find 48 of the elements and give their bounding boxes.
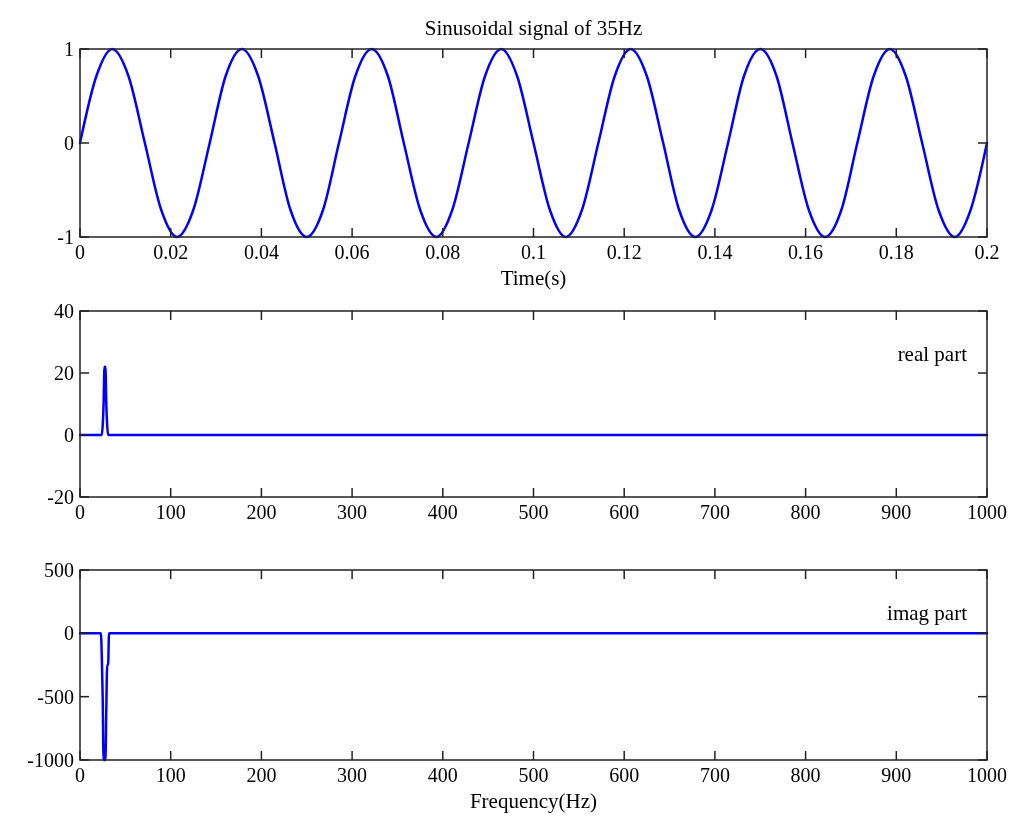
y-tick-label: 0	[64, 132, 74, 154]
x-tick-label: 0.16	[788, 241, 824, 263]
x-tick-label: 700	[699, 501, 730, 523]
x-tick-label: 300	[337, 764, 368, 786]
y-tick-label: 40	[54, 300, 74, 322]
y-tick-label: -20	[47, 486, 74, 508]
x-tick-label: 700	[699, 764, 730, 786]
x-tick-label: 0.2	[974, 241, 1000, 263]
x-tick-label: 0.14	[697, 241, 733, 263]
annotation: real part	[897, 342, 968, 366]
x-tick-label: 900	[881, 764, 912, 786]
annotation: imag part	[887, 601, 968, 625]
x-tick-label: 0.12	[606, 241, 642, 263]
x-tick-label: 0.08	[425, 241, 461, 263]
x-axis-title: Frequency(Hz)	[469, 789, 598, 813]
x-tick-label: 1000	[967, 501, 1007, 523]
y-tick-label: 0	[64, 424, 74, 446]
x-tick-label: 400	[427, 764, 458, 786]
x-tick-label: 600	[609, 501, 640, 523]
x-tick-label: 0.18	[878, 241, 914, 263]
x-tick-label: 800	[790, 764, 821, 786]
x-tick-label: 900	[881, 501, 912, 523]
x-tick-label: 800	[790, 501, 821, 523]
y-tick-label: -1000	[27, 749, 74, 771]
x-tick-label: 1000	[967, 764, 1007, 786]
line-series	[78, 632, 989, 762]
x-tick-label: 0.06	[334, 241, 370, 263]
x-tick-label: 600	[609, 764, 640, 786]
y-tick-label: 1	[64, 38, 74, 60]
line-series	[78, 47, 989, 239]
y-tick-label: 20	[54, 362, 74, 384]
x-tick-label: 300	[337, 501, 368, 523]
y-tick-label: -1	[57, 226, 74, 248]
x-tick-label: 200	[246, 764, 277, 786]
x-axis-title: Time(s)	[500, 266, 567, 290]
x-tick-label: 200	[246, 501, 277, 523]
x-tick-label: 0.04	[243, 241, 279, 263]
x-tick-label: 0.1	[521, 241, 546, 263]
x-tick-label: 400	[427, 501, 458, 523]
x-tick-label: 100	[155, 764, 186, 786]
x-tick-label: 0.02	[153, 241, 189, 263]
chart-title: Sinusoidal signal of 35Hz	[424, 16, 643, 40]
x-tick-label: 500	[518, 764, 549, 786]
x-tick-label: 500	[518, 501, 549, 523]
y-tick-label: 500	[44, 559, 74, 581]
x-tick-label: 100	[155, 501, 186, 523]
y-tick-label: 0	[64, 622, 74, 645]
y-tick-label: -500	[37, 685, 74, 708]
